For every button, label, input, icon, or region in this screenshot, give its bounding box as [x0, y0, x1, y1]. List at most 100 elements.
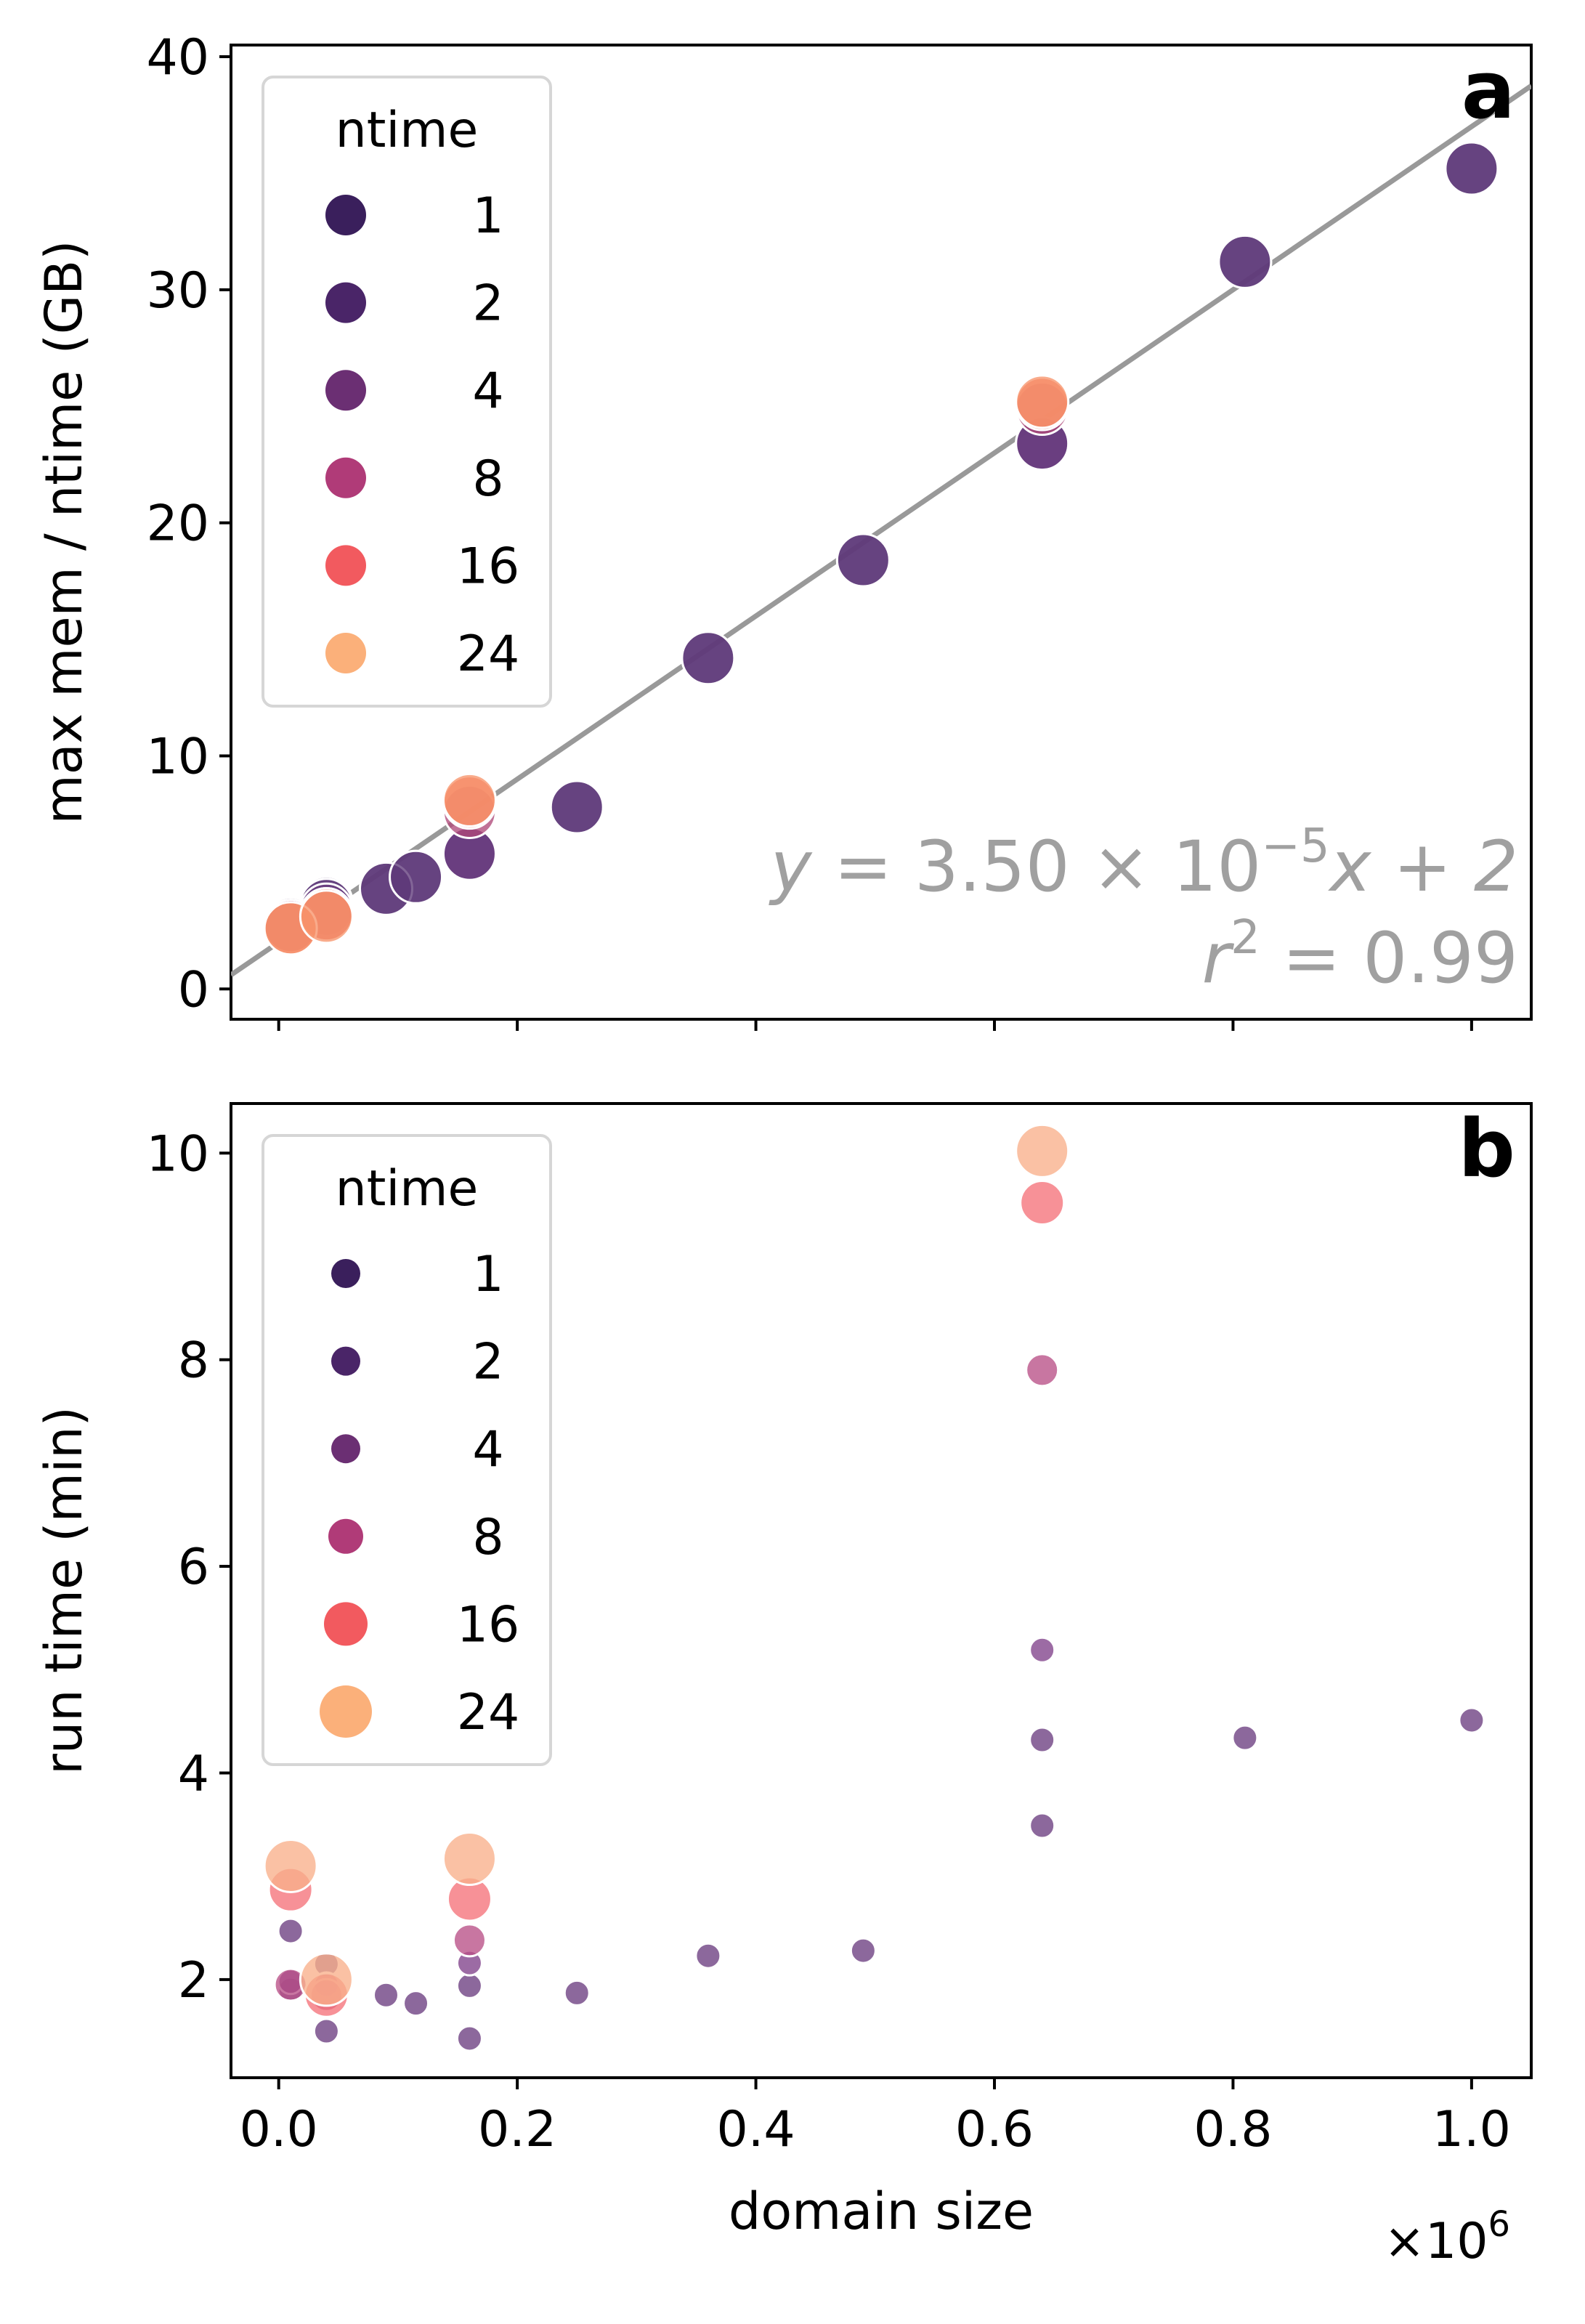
data-point-ntime-1 — [1458, 1706, 1485, 1734]
y-tick-label: 4 — [178, 1745, 209, 1802]
x-tick-label: 0.0 — [240, 2101, 318, 2158]
legend-marker-ntime-16 — [325, 545, 366, 586]
data-point-ntime-1 — [402, 1990, 430, 2017]
data-point-ntime-24 — [299, 1952, 354, 2007]
y-tick-label: 10 — [146, 1125, 209, 1183]
y-axis-label: run time (min) — [34, 1406, 94, 1775]
legend-marker-ntime-2 — [331, 1346, 360, 1376]
data-point-ntime-2 — [1444, 141, 1499, 196]
legend-label-ntime-8: 8 — [472, 1509, 503, 1566]
legend-label-ntime-8: 8 — [472, 450, 503, 508]
x-axis-multiplier-base: ×10 — [1384, 2213, 1488, 2270]
legend-marker-ntime-2 — [325, 282, 366, 323]
data-point-ntime-1 — [1231, 1724, 1259, 1752]
legend-marker-ntime-16 — [324, 1602, 368, 1646]
data-point-ntime-2 — [549, 780, 604, 835]
data-point-ntime-8 — [1025, 1353, 1060, 1388]
legend-label-ntime-24: 24 — [457, 625, 520, 683]
y-tick-label: 6 — [178, 1539, 209, 1596]
data-point-ntime-1 — [1029, 1812, 1056, 1839]
legend-title: ntime — [336, 102, 479, 159]
y-tick-label: 30 — [146, 262, 209, 320]
data-point-ntime-2 — [681, 631, 736, 686]
legend-marker-ntime-1 — [331, 1259, 360, 1288]
data-point-ntime-2 — [835, 533, 891, 588]
x-tick-label: 0.2 — [478, 2101, 556, 2158]
legend-marker-ntime-4 — [331, 1434, 360, 1464]
data-point-ntime-2 — [1029, 1726, 1056, 1754]
y-tick-label: 8 — [178, 1332, 209, 1390]
data-point-ntime-4 — [1029, 1636, 1056, 1664]
legend-label-ntime-24: 24 — [457, 1684, 520, 1741]
data-point-ntime-24 — [1015, 1123, 1070, 1178]
y-tick-label: 2 — [178, 1952, 209, 2009]
legend-label-ntime-16: 16 — [457, 538, 520, 595]
panel-letter: a — [1462, 44, 1515, 137]
legend-marker-ntime-1 — [325, 195, 366, 235]
data-point-ntime-1 — [563, 1979, 591, 2007]
legend-label-ntime-4: 4 — [472, 1421, 503, 1478]
fit-r-var: r — [1202, 918, 1235, 999]
legend-label-ntime-16: 16 — [457, 1596, 520, 1653]
x-tick-label: 0.4 — [716, 2101, 795, 2158]
data-point-ntime-16 — [1019, 1180, 1066, 1226]
x-tick-label: 1.0 — [1432, 2101, 1511, 2158]
data-point-ntime-24 — [299, 889, 354, 944]
y-tick-label: 40 — [146, 29, 209, 86]
x-tick-label: 0.6 — [955, 2101, 1034, 2158]
legend-marker-ntime-8 — [328, 1518, 363, 1554]
fit-r-value: = 0.99 — [1260, 918, 1518, 999]
legend-label-ntime-2: 2 — [472, 275, 503, 333]
x-tick-label: 0.8 — [1193, 2101, 1272, 2158]
data-point-ntime-24 — [442, 1831, 497, 1887]
legend-label-ntime-1: 1 — [472, 1246, 503, 1303]
data-point-ntime-1 — [694, 1942, 722, 1969]
fit-r-exponent: 2 — [1231, 911, 1260, 965]
fit-equation-tail: x + 2 — [1328, 826, 1518, 907]
legend-label-ntime-2: 2 — [472, 1334, 503, 1391]
data-point-ntime-2 — [277, 1917, 304, 1945]
data-point-ntime-1 — [849, 1937, 877, 1964]
y-tick-label: 10 — [146, 728, 209, 785]
legend-label-ntime-4: 4 — [472, 363, 503, 420]
plot-area — [231, 84, 1531, 977]
data-point-ntime-24 — [442, 772, 497, 827]
fit-equation-exponent: −5 — [1261, 819, 1329, 873]
x-axis-label: domain size — [729, 2182, 1034, 2241]
y-axis-label: max mem / ntime (GB) — [34, 240, 94, 825]
legend-label-ntime-1: 1 — [472, 187, 503, 245]
data-point-ntime-24 — [263, 1838, 318, 1893]
x-axis-multiplier-exponent: 6 — [1488, 2204, 1511, 2245]
data-point-ntime-2 — [389, 849, 444, 904]
data-point-ntime-2 — [455, 1972, 483, 1999]
fit-equation: y = 3.50 × 10−5x + 2 — [769, 819, 1518, 907]
legend-marker-ntime-24 — [320, 1685, 372, 1738]
plot-frame — [230, 1102, 1533, 2079]
legend-title: ntime — [336, 1160, 479, 1218]
plot-area — [263, 1123, 1485, 2052]
legend-marker-ntime-8 — [325, 457, 366, 498]
legend-box — [262, 1134, 552, 1766]
data-point-ntime-1 — [455, 2025, 483, 2052]
legend-marker-ntime-4 — [325, 370, 366, 411]
fit-equation-y: y — [769, 826, 813, 907]
y-tick-label: 20 — [146, 495, 209, 553]
x-axis-multiplier: ×106 — [1384, 2204, 1510, 2270]
legend-marker-ntime-24 — [325, 633, 366, 673]
plot-frame — [230, 44, 1533, 1021]
data-point-ntime-1 — [312, 2017, 340, 2045]
y-tick-label: 0 — [178, 961, 209, 1019]
legend-box — [262, 76, 552, 708]
data-point-ntime-1 — [372, 1981, 400, 2009]
fit-equation-coefficient: = 3.50 × 10 — [811, 826, 1261, 907]
data-point-ntime-8 — [452, 1923, 487, 1958]
panel-letter: b — [1458, 1102, 1515, 1195]
data-point-ntime-2 — [1217, 234, 1273, 289]
data-point-ntime-24 — [1015, 374, 1070, 429]
fit-r-squared: r2 = 0.99 — [1202, 911, 1518, 999]
